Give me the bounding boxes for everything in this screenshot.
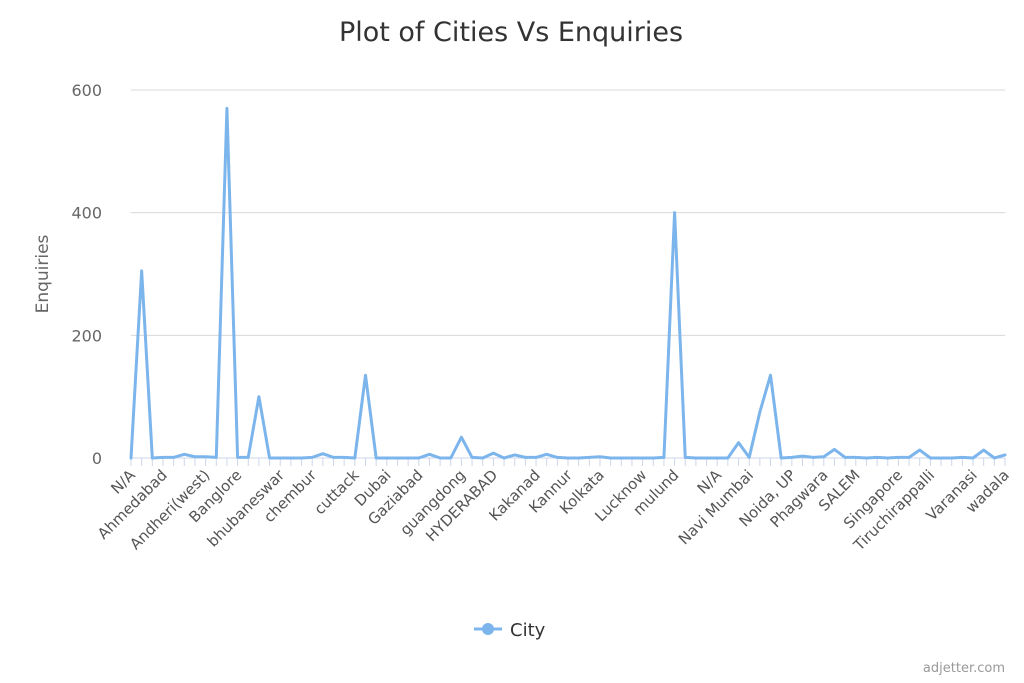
y-axis-ticks: 0 200 400 600 [71, 81, 102, 468]
credit-link[interactable]: adjetter.com [923, 661, 1005, 676]
y-tick-label: 200 [71, 326, 102, 345]
y-tick-label: 600 [71, 81, 102, 100]
legend[interactable]: City [474, 620, 546, 641]
series-line-city[interactable] [129, 106, 1007, 460]
legend-circle-marker [482, 623, 494, 635]
x-axis-ticks: N/AAhmedabadAndheri(west)Banglorebhubane… [94, 466, 1013, 555]
grid-lines [131, 89, 1005, 336]
chart-title: Plot of Cities Vs Enquiries [339, 17, 683, 48]
legend-item-city[interactable]: City [510, 620, 546, 641]
y-axis-label: Enquiries [33, 234, 53, 313]
y-tick-label: 400 [71, 204, 102, 223]
series-city[interactable] [127, 104, 1009, 462]
y-tick-label: 0 [92, 449, 102, 468]
